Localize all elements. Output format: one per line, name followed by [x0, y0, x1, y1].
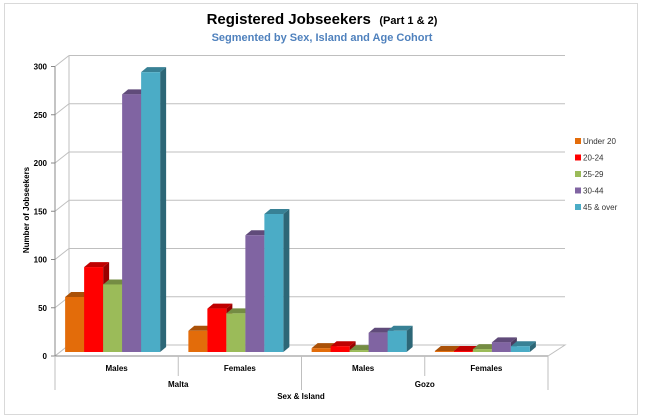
- bar-front: [472, 349, 492, 352]
- bar-front: [226, 313, 246, 352]
- bar: [141, 67, 167, 353]
- y-tick-label: 200: [34, 159, 48, 168]
- bar-top: [65, 291, 91, 297]
- bar-top: [264, 209, 290, 215]
- legend-item: 30-44: [575, 187, 604, 196]
- x-tick-label: Males: [352, 364, 375, 373]
- y-tick-label: 250: [34, 111, 48, 120]
- x-tick-label: Females: [470, 364, 503, 373]
- legend-item: 20-24: [575, 154, 604, 163]
- x-tick-label: Males: [106, 364, 129, 373]
- x-tick-label: Females: [224, 364, 257, 373]
- bar-top: [103, 279, 129, 285]
- bar-front: [387, 330, 407, 352]
- legend-item: 25-29: [575, 170, 604, 179]
- bar-front: [264, 214, 284, 352]
- bar-top: [368, 327, 394, 333]
- legend-label: Under 20: [583, 137, 616, 146]
- bar-top: [311, 343, 337, 349]
- x-group-label: Malta: [168, 380, 189, 389]
- bar-front: [510, 346, 530, 352]
- legend-item: Under 20: [575, 137, 616, 146]
- chart-subtitle: Segmented by Sex, Island and Age Cohort: [212, 32, 433, 44]
- legend-label: 30-44: [583, 187, 604, 196]
- bar-front: [349, 350, 369, 352]
- legend-swatch: [575, 138, 581, 144]
- bar-top: [434, 346, 460, 352]
- bar: [387, 325, 413, 352]
- bar-front: [330, 346, 350, 352]
- bar-front: [368, 332, 388, 352]
- y-tick-label: 50: [38, 304, 47, 313]
- gridline-side: [54, 248, 70, 260]
- bar-top: [245, 230, 271, 236]
- bar-top: [349, 345, 375, 351]
- gridline-side: [54, 55, 70, 67]
- chart-title-main: Registered Jobseekers: [207, 11, 371, 28]
- bar: [264, 209, 290, 352]
- x-axis-label: Sex & Island: [277, 392, 325, 401]
- bar-top: [472, 344, 498, 350]
- bar-top: [226, 308, 252, 314]
- bar-top: [122, 89, 148, 95]
- legend-swatch: [575, 204, 581, 210]
- bar-top: [330, 341, 356, 347]
- bar-front: [141, 72, 161, 353]
- bar-side: [406, 325, 413, 352]
- legend-item: 45 & over: [575, 203, 618, 212]
- bar-front: [188, 330, 208, 352]
- y-tick-label: 150: [34, 207, 48, 216]
- gridline-side: [54, 103, 70, 116]
- bar: [510, 341, 536, 352]
- bar-front: [491, 342, 511, 352]
- legend-label: 25-29: [583, 170, 604, 179]
- bar-top: [453, 346, 479, 352]
- bar-front: [453, 351, 473, 352]
- bar-top: [141, 67, 167, 73]
- y-tick-label: 0: [43, 352, 48, 361]
- chart-title-suffix: (Part 1 & 2): [379, 15, 437, 27]
- x-group-label: Gozo: [415, 380, 435, 389]
- legend-label: 45 & over: [583, 203, 618, 212]
- legend-swatch: [575, 171, 581, 177]
- bar-front: [103, 284, 123, 352]
- gridline-side: [54, 151, 70, 164]
- y-tick-label: 100: [34, 256, 48, 265]
- legend-swatch: [575, 154, 581, 161]
- chart-title: Registered Jobseekers (Part 1 & 2): [207, 11, 438, 28]
- legend-swatch: [575, 187, 581, 194]
- bar-side: [283, 209, 290, 352]
- bar-front: [65, 296, 85, 352]
- y-axis-label: Number of Jobseekers: [22, 166, 31, 253]
- bar-front: [84, 267, 104, 352]
- bar-top: [207, 303, 233, 309]
- gridline-side: [54, 199, 70, 212]
- bar-top: [188, 325, 214, 331]
- bar-front: [245, 235, 265, 352]
- bar-front: [434, 351, 454, 352]
- bar-top: [491, 337, 517, 343]
- bar-top: [84, 262, 110, 268]
- bar-front: [311, 348, 331, 352]
- y-tick-label: 300: [34, 63, 48, 72]
- bar-top: [510, 341, 536, 347]
- bar-front: [122, 94, 142, 352]
- bar-top: [387, 325, 413, 331]
- bar-front: [207, 308, 227, 352]
- bar-side: [160, 67, 167, 353]
- legend-label: 20-24: [583, 154, 604, 163]
- bar-side: [529, 341, 536, 352]
